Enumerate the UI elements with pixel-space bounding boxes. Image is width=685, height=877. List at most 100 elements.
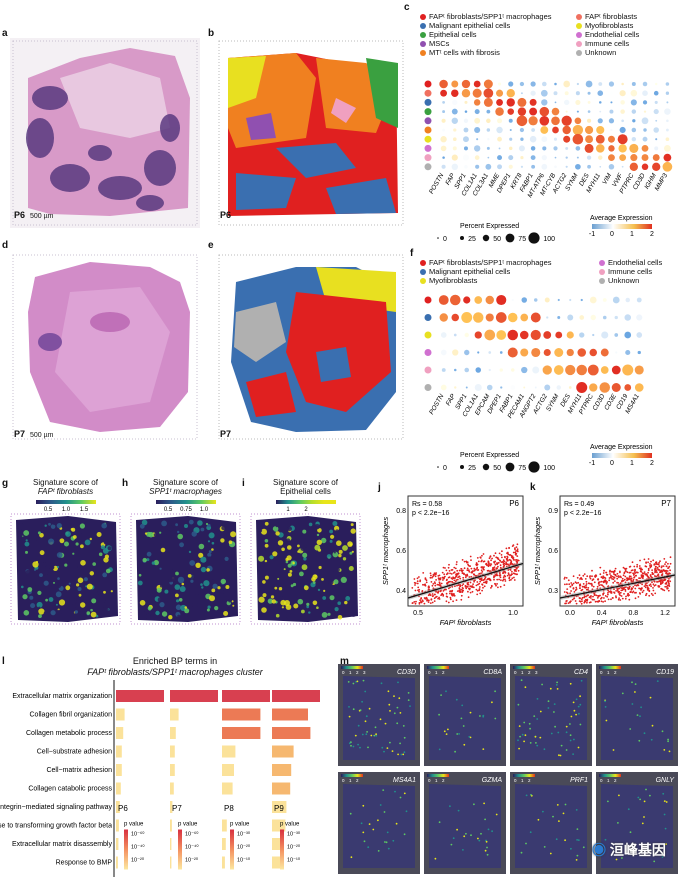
scatter-point <box>472 586 475 589</box>
scatter-point <box>645 594 647 597</box>
dot-mark <box>474 331 482 339</box>
spot-mark <box>297 598 304 605</box>
colorbar-tick: 2 <box>442 670 445 675</box>
expression-spot <box>570 715 573 718</box>
expression-spot <box>362 679 365 682</box>
spot-mark <box>340 610 344 613</box>
scatter-point <box>493 575 495 577</box>
scatter-point <box>566 588 569 590</box>
spot-mark <box>308 522 313 527</box>
sample-label: P9 <box>274 804 284 813</box>
dot-mark <box>511 298 514 302</box>
pvalue-legend-title: p value <box>124 822 144 828</box>
expression-spot <box>547 700 550 703</box>
spot-mark <box>25 550 28 554</box>
scatter-point <box>638 592 641 594</box>
expression-spot <box>402 725 405 727</box>
gene-label: CD19 <box>656 669 674 676</box>
spot-mark <box>292 582 297 587</box>
expression-spot <box>367 746 369 749</box>
scatter-point <box>469 587 471 590</box>
dot-mark <box>451 108 458 115</box>
expression-spot <box>537 818 540 821</box>
scatter-point <box>581 585 584 588</box>
scatter-point <box>472 583 474 585</box>
spot-mark <box>39 573 43 577</box>
dot-mark <box>543 331 552 339</box>
wechat-icon: ◉ <box>592 842 606 858</box>
scatter-point <box>593 593 596 596</box>
dot-mark <box>464 367 470 373</box>
y-axis-label: SPP1ᵗ macrophages <box>533 517 542 585</box>
tissue-outline <box>429 676 501 760</box>
scatter-point <box>649 583 652 586</box>
scatter-point <box>654 584 657 586</box>
scatter-point <box>473 580 475 583</box>
spot-mark <box>192 602 198 608</box>
bp-term-label: Collagen catabolic process <box>28 786 112 793</box>
scatter-point <box>445 595 448 598</box>
dot-mark <box>463 136 469 143</box>
spot-mark <box>285 560 289 564</box>
cluster-row-swatch <box>424 98 432 106</box>
avg-tick-label: 0 <box>610 460 614 467</box>
scatter-point <box>501 561 504 563</box>
scatter-point <box>498 578 500 581</box>
gene-label: CD3D <box>397 669 416 676</box>
spot-mark <box>198 552 204 558</box>
scatter-point <box>591 579 594 582</box>
legend-item: Immune cells <box>576 39 676 48</box>
spot-mark <box>269 529 275 536</box>
spot-mark <box>93 592 99 598</box>
scatter-point <box>576 576 579 579</box>
dot-mark <box>655 138 658 141</box>
scatter-point <box>448 587 450 590</box>
scatter-point <box>499 585 502 588</box>
size-legend-dot <box>437 466 439 468</box>
scatter-point <box>432 573 435 576</box>
dot-mark <box>497 155 503 161</box>
spot-mark <box>144 532 148 535</box>
dot-mark <box>534 386 537 389</box>
spot-mark <box>72 552 75 555</box>
dot-mark <box>554 156 557 159</box>
spot-mark <box>147 592 153 599</box>
scatter-point <box>455 574 458 576</box>
expression-spot <box>576 828 579 830</box>
colorbar-tick: 1 <box>607 670 610 675</box>
bp-bar <box>116 708 125 721</box>
scatter-point <box>473 573 475 576</box>
expression-spot <box>529 831 532 834</box>
scatter-point <box>482 560 485 563</box>
scatter-point <box>506 556 509 559</box>
dot-mark <box>553 146 558 151</box>
scatter-point <box>583 600 586 602</box>
scatter-point <box>425 581 428 584</box>
dot-mark <box>451 80 459 88</box>
spot-mark <box>321 578 324 581</box>
spot-mark <box>38 608 45 615</box>
spot-mark <box>52 602 56 606</box>
spot-mark <box>220 578 226 585</box>
expression-spot <box>638 739 641 742</box>
sample-label: P6 <box>509 499 519 508</box>
spot-mark <box>149 538 156 545</box>
expression-spot <box>458 733 460 735</box>
spot-mark <box>264 543 269 548</box>
size-legend-label: 50 <box>493 465 501 472</box>
expression-spot <box>482 715 485 718</box>
scatter-point <box>650 576 653 578</box>
spot-mark <box>229 562 236 568</box>
dot-mark <box>589 296 597 304</box>
scatter-point <box>577 581 580 584</box>
expression-spot <box>620 846 623 849</box>
gene-label: GZMA <box>482 777 503 784</box>
scatter-point <box>619 570 621 573</box>
scatter-point <box>580 577 582 579</box>
scatter-point <box>451 589 454 592</box>
scatter-point <box>440 594 442 597</box>
expression-spot <box>394 790 396 793</box>
scatter-point <box>581 600 583 602</box>
scatter-point <box>507 559 509 562</box>
dot-mark <box>473 99 481 106</box>
